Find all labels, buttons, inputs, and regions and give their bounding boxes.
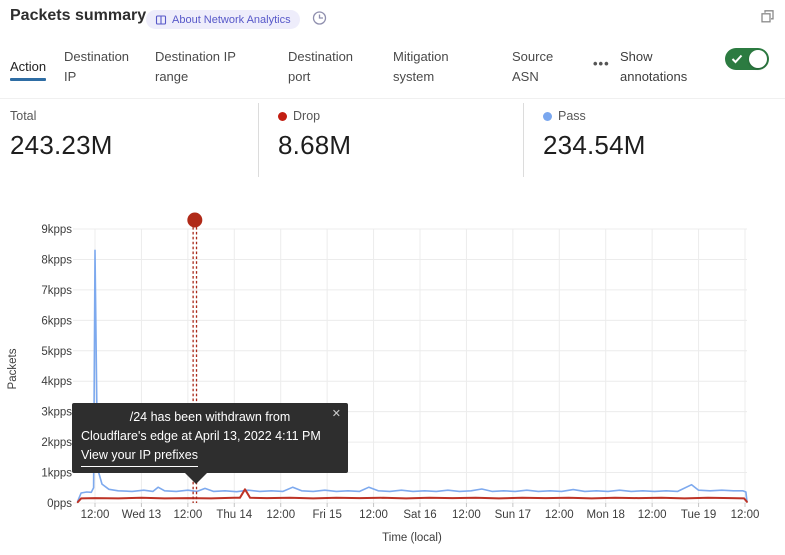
y-tick-label: 6kpps [41, 315, 72, 327]
page-title: Packets summary [10, 7, 147, 24]
y-tick-label: 3kpps [41, 407, 72, 419]
stat-pass: Pass 234.54M [543, 108, 646, 161]
stat-drop-value: 8.68M [278, 130, 352, 160]
about-network-analytics-badge[interactable]: About Network Analytics [146, 10, 300, 29]
x-tick-label: Tue 19 [681, 509, 716, 521]
annotation-marker-dot[interactable] [187, 212, 203, 228]
book-icon [155, 14, 167, 25]
more-tabs-button[interactable]: ••• [593, 56, 610, 71]
y-axis-title: Packets [7, 348, 19, 389]
x-tick-label: 12:00 [452, 509, 481, 521]
tab-destination-ip-range[interactable]: Destination IP range [155, 49, 236, 84]
annotation-tooltip: ✕ /24 has been withdrawn from Cloudflare… [72, 403, 348, 484]
x-tick-label: 12:00 [359, 509, 388, 521]
y-tick-label: 7kpps [41, 285, 72, 297]
x-tick-label: 12:00 [545, 509, 574, 521]
x-tick-label: 12:00 [731, 509, 760, 521]
y-tick-label: 8kpps [41, 254, 72, 266]
pass-legend-dot [543, 111, 552, 121]
stat-divider [258, 103, 259, 177]
stat-drop-label: Drop [293, 109, 321, 123]
stat-total: Total 243.23M [10, 108, 113, 161]
y-tick-label: 1kpps [41, 468, 72, 480]
x-tick-label: 12:00 [266, 509, 295, 521]
active-tab-underline [10, 78, 47, 81]
show-annotations-toggle[interactable] [725, 48, 769, 70]
stat-pass-label: Pass [558, 109, 586, 123]
y-tick-label: 4kpps [41, 376, 72, 388]
tooltip-close-icon[interactable]: ✕ [331, 408, 341, 420]
view-ip-prefixes-link[interactable]: View your IP prefixes [81, 446, 198, 467]
x-tick-label: 12:00 [173, 509, 202, 521]
stat-total-value: 243.23M [10, 130, 113, 160]
section-divider [0, 98, 785, 99]
drop-series-line [76, 488, 748, 504]
toggle-knob [749, 50, 767, 68]
drop-legend-dot [278, 111, 287, 121]
tooltip-text-line1: /24 has been withdrawn from [129, 410, 291, 424]
tooltip-arrow [185, 473, 207, 484]
tab-mitigation-system[interactable]: Mitigation system [393, 49, 449, 84]
x-tick-label: Fri 15 [312, 509, 341, 521]
x-tick-label: Sun 17 [495, 509, 531, 521]
stat-divider [523, 103, 524, 177]
packets-time-series-chart[interactable]: 9kpps 8kpps 7kpps 6kpps 5kpps 4kpps 3kpps 2kpps… [0, 205, 785, 555]
tab-action[interactable]: Action [10, 57, 47, 81]
y-tick-label: 0pps [47, 498, 72, 510]
x-tick-label: 12:00 [638, 509, 667, 521]
x-tick-label: 12:00 [81, 509, 110, 521]
restore-window-icon[interactable] [760, 9, 775, 29]
tab-destination-ip[interactable]: Destination IP [64, 49, 130, 84]
check-icon [731, 54, 743, 64]
time-period-icon[interactable] [311, 9, 328, 31]
y-tick-label: 5kpps [41, 346, 72, 358]
pass-series-line [77, 249, 748, 502]
tab-destination-port[interactable]: Destination port [288, 49, 354, 84]
tooltip-text-line2: Cloudflare's edge at April 13, 2022 4:11… [81, 429, 321, 443]
x-axis-title: Time (local) [382, 532, 442, 544]
tab-source-asn[interactable]: Source ASN [512, 49, 554, 84]
x-tick-label: Mon 18 [587, 509, 625, 521]
y-tick-label: 2kpps [41, 437, 72, 449]
badge-label: About Network Analytics [172, 13, 291, 26]
x-tick-label: Wed 13 [122, 509, 161, 521]
y-tick-label: 9kpps [41, 224, 72, 236]
show-annotations-label: Show annotations [620, 49, 688, 84]
x-tick-label: Sat 16 [403, 509, 436, 521]
stat-pass-value: 234.54M [543, 130, 646, 160]
stat-total-label: Total [10, 109, 37, 123]
stat-drop: Drop 8.68M [278, 108, 351, 161]
x-tick-label: Thu 14 [216, 509, 252, 521]
